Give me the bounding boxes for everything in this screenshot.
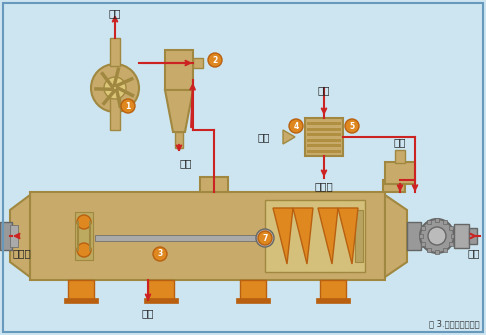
Circle shape — [77, 215, 91, 229]
Bar — [307, 149, 341, 152]
Circle shape — [289, 119, 303, 133]
Text: 蒸气: 蒸气 — [468, 248, 480, 258]
Polygon shape — [318, 208, 338, 264]
Bar — [10, 225, 18, 247]
Bar — [421, 225, 429, 247]
Bar — [383, 180, 405, 192]
Text: 排料: 排料 — [179, 158, 191, 168]
Bar — [421, 242, 425, 246]
Text: hbzhan.com: hbzhan.com — [225, 213, 335, 267]
Polygon shape — [338, 208, 358, 264]
Bar — [30, 192, 385, 280]
Polygon shape — [165, 90, 193, 132]
Circle shape — [420, 219, 454, 253]
Polygon shape — [293, 208, 313, 264]
Bar — [95, 235, 263, 241]
Bar — [449, 242, 453, 246]
Bar — [443, 220, 447, 224]
Bar — [449, 226, 453, 230]
Bar — [236, 298, 270, 303]
Bar — [165, 50, 193, 90]
Text: 冷凝水: 冷凝水 — [314, 181, 333, 191]
Text: 3: 3 — [157, 250, 163, 259]
Text: 排料: 排料 — [142, 308, 154, 318]
Bar — [307, 138, 341, 141]
Circle shape — [104, 77, 126, 99]
Bar — [193, 58, 203, 68]
Text: 7: 7 — [262, 233, 268, 243]
Circle shape — [256, 229, 274, 247]
Bar — [451, 234, 455, 238]
Bar — [435, 250, 439, 254]
Circle shape — [121, 99, 135, 113]
Text: 5: 5 — [349, 122, 355, 131]
Bar — [110, 95, 120, 130]
Polygon shape — [385, 195, 407, 277]
Text: 1: 1 — [125, 102, 131, 111]
Bar — [68, 280, 94, 300]
Bar — [64, 298, 98, 303]
Circle shape — [153, 247, 167, 261]
Bar — [307, 144, 341, 147]
Circle shape — [258, 231, 272, 245]
Bar — [265, 200, 365, 272]
Bar — [316, 298, 350, 303]
Bar — [240, 280, 266, 300]
Circle shape — [208, 53, 222, 67]
Circle shape — [77, 243, 91, 257]
Bar — [435, 218, 439, 222]
Bar — [407, 222, 421, 250]
Circle shape — [91, 64, 139, 112]
Bar — [419, 234, 423, 238]
Circle shape — [345, 119, 359, 133]
Polygon shape — [273, 208, 293, 264]
Bar — [385, 162, 415, 184]
Bar — [427, 248, 431, 252]
Text: 冷凝水: 冷凝水 — [12, 248, 31, 258]
Bar — [320, 280, 346, 300]
Text: 4: 4 — [294, 122, 298, 131]
Bar — [148, 280, 174, 300]
Text: 给料: 给料 — [394, 137, 406, 147]
Text: 2: 2 — [212, 56, 218, 65]
Bar — [0, 222, 12, 250]
Bar — [307, 122, 341, 125]
Bar — [144, 298, 178, 303]
Bar — [395, 150, 405, 163]
Bar — [443, 248, 447, 252]
Text: 蒸气: 蒸气 — [318, 85, 330, 95]
Bar — [75, 212, 93, 260]
Bar — [421, 226, 425, 230]
Text: 放空: 放空 — [109, 8, 121, 18]
Bar — [469, 228, 477, 244]
Bar — [355, 210, 363, 262]
Bar — [454, 224, 469, 248]
Bar — [307, 128, 341, 131]
Polygon shape — [283, 130, 295, 144]
Text: 给风: 给风 — [258, 132, 270, 142]
Bar — [200, 177, 228, 192]
Polygon shape — [10, 195, 30, 277]
Bar — [427, 220, 431, 224]
Bar — [305, 118, 343, 156]
Text: 图 3.常压干燥流程图: 图 3.常压干燥流程图 — [429, 319, 480, 328]
Circle shape — [428, 227, 446, 245]
Bar — [110, 38, 120, 66]
Bar — [307, 133, 341, 136]
Bar — [175, 132, 183, 148]
